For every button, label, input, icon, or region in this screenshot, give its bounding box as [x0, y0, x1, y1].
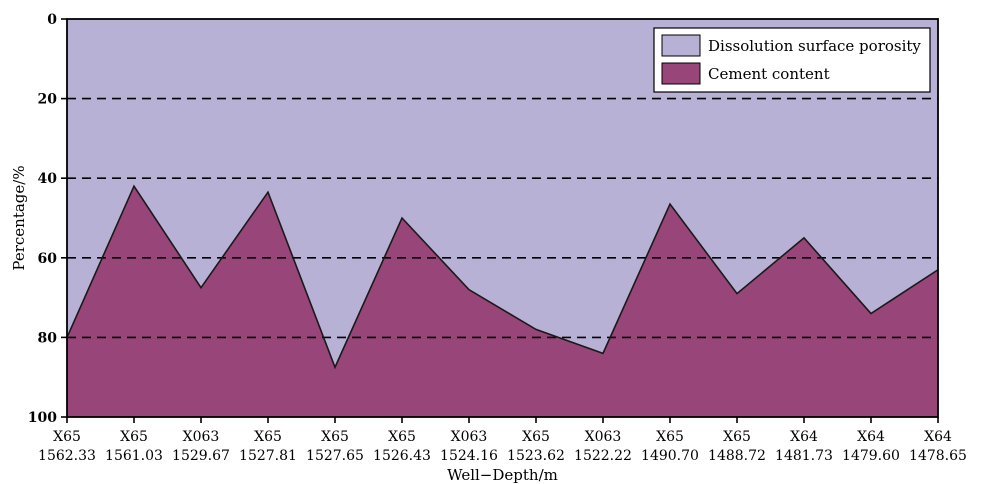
- x-tick-label-well: X65: [120, 429, 148, 445]
- y-tick-label: 20: [38, 92, 58, 108]
- x-tick-label-well: X063: [585, 429, 622, 445]
- x-tick-label-depth: 1488.72: [708, 448, 766, 464]
- y-tick-label: 100: [28, 410, 57, 426]
- legend-label-cement: Cement content: [708, 65, 830, 83]
- x-tick-label-depth: 1478.65: [909, 448, 967, 464]
- y-tick-label: 40: [38, 171, 58, 187]
- y-axis: 0 20 40 60 80 100: [28, 12, 67, 426]
- x-tick-label-depth: 1481.73: [775, 448, 833, 464]
- cement-area: [67, 186, 938, 417]
- x-tick-label-well: X65: [656, 429, 684, 445]
- gridlines: [67, 97, 938, 339]
- legend-label-porosity: Dissolution surface porosity: [708, 37, 921, 55]
- x-tick-label-well: X64: [857, 429, 885, 445]
- x-tick-label-well: X64: [924, 429, 952, 445]
- x-axis: X65 1562.33 X65 1561.03 X063 1529.67 X65 1527.8…: [38, 417, 967, 464]
- x-tick-label-depth: 1479.60: [842, 448, 900, 464]
- y-tick-label: 80: [38, 330, 58, 346]
- x-tick-label-well: X063: [451, 429, 488, 445]
- x-tick-label-well: X65: [254, 429, 282, 445]
- y-axis-label: Percentage/%: [10, 165, 28, 270]
- x-tick-label-depth: 1529.67: [172, 448, 230, 464]
- x-tick-label-well: X65: [321, 429, 349, 445]
- x-tick-label-depth: 1527.65: [306, 448, 364, 464]
- x-tick-label-well: X65: [53, 429, 81, 445]
- x-tick-label-well: X65: [388, 429, 416, 445]
- x-axis-label: Well−Depth/m: [447, 466, 558, 484]
- x-tick-label-depth: 1562.33: [38, 448, 96, 464]
- x-tick-label-well: X65: [522, 429, 550, 445]
- x-tick-label-depth: 1527.81: [239, 448, 297, 464]
- legend-swatch-porosity: [661, 34, 701, 57]
- y-tick-label: 60: [38, 251, 58, 267]
- legend-swatch-cement: [661, 62, 701, 85]
- x-tick-label-depth: 1490.70: [641, 448, 699, 464]
- legend: Dissolution surface porosity Cement cont…: [653, 27, 931, 93]
- x-tick-label-well: X063: [183, 429, 220, 445]
- x-tick-label-well: X65: [723, 429, 751, 445]
- x-tick-label-depth: 1523.62: [507, 448, 565, 464]
- plot-frame: [66, 18, 939, 418]
- y-tick-label: 0: [47, 12, 57, 28]
- x-tick-label-depth: 1522.22: [574, 448, 632, 464]
- x-tick-label-well: X64: [790, 429, 818, 445]
- x-tick-label-depth: 1561.03: [105, 448, 163, 464]
- cement-boundary-line: [66, 184, 939, 370]
- x-tick-label-depth: 1524.16: [440, 448, 498, 464]
- x-tick-label-depth: 1526.43: [373, 448, 431, 464]
